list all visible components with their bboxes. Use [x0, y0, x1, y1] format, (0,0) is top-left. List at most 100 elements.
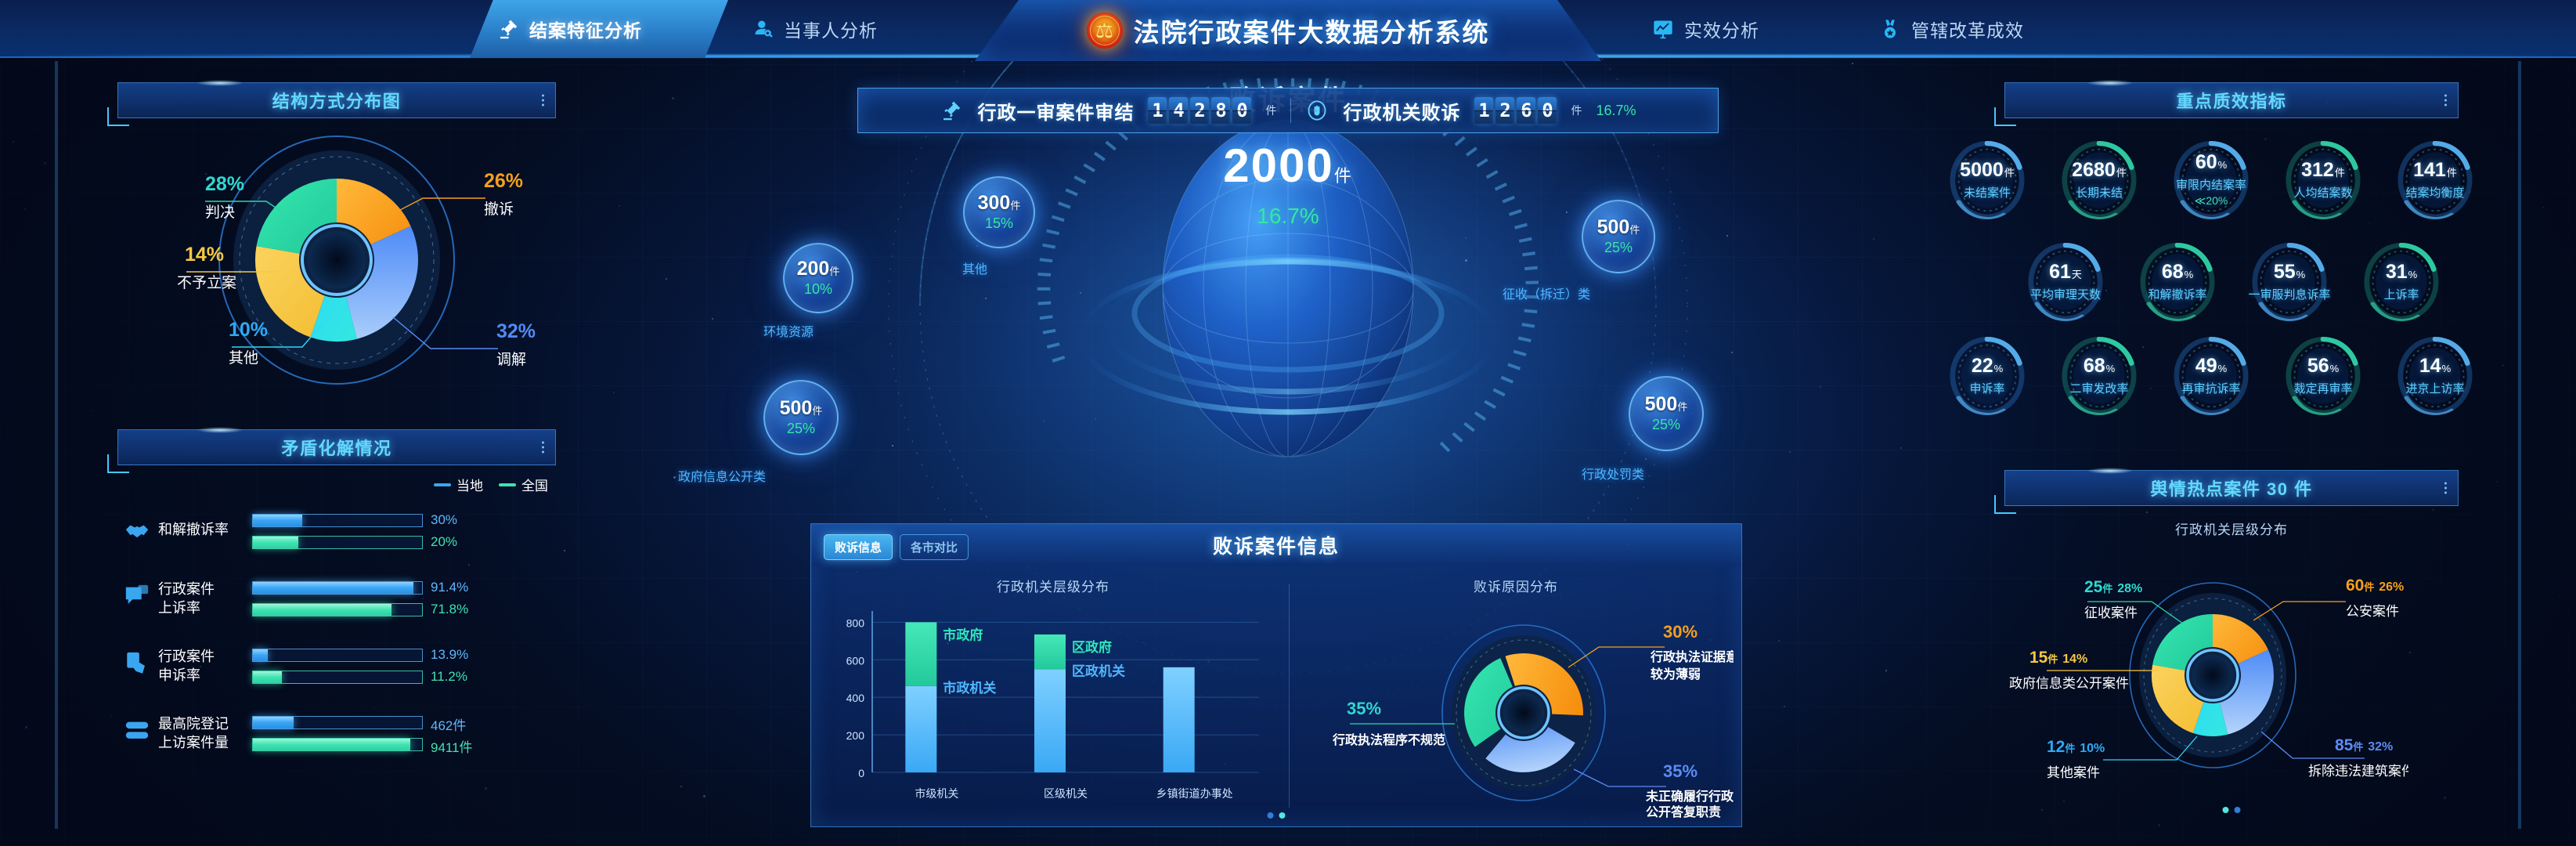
center-panel-pager[interactable]	[1268, 812, 1286, 819]
hotspot-donut-chart: 25件 28% 征收案件 60件 26% 公安案件 15件 14% 政府信息类公…	[1954, 545, 2408, 812]
panel-menu-icon[interactable]	[2444, 483, 2447, 494]
kpi-caption: 上诉率	[2383, 286, 2419, 302]
kpi-card[interactable]: 55% 一审服判息诉率	[2252, 243, 2327, 321]
tab-jiean-tezheng-fenxi[interactable]: 结案特征分析	[470, 0, 728, 58]
kpi-caption: 未结案件	[1964, 184, 2011, 201]
svg-text:区政机关: 区政机关	[1072, 663, 1125, 678]
app-header: 结案特征分析 当事人分析 ⚖ 法院行政案件大数据分析系统 实效分析 管辖改革成效	[0, 0, 2576, 58]
kpi-caption: 二审发改率	[2069, 380, 2128, 396]
hotspot-label-zhengfu: 政府信息类公开案件	[2009, 676, 2129, 691]
structure-label-chesu: 撤诉	[484, 201, 514, 218]
stat1-unit: 件	[1265, 103, 1276, 118]
panel-title: 舆情热点案件 30 件	[2150, 475, 2312, 501]
tab-shixiao-fenxi[interactable]: 实效分析	[1625, 0, 1844, 58]
kpi-value: 14%	[2419, 356, 2451, 376]
panel-structure-distribution: 结构方式分布图	[117, 82, 556, 396]
complaint-hand-icon	[124, 650, 150, 677]
gavel-icon	[496, 17, 520, 41]
svg-text:区政府: 区政府	[1072, 639, 1112, 655]
reason-label-1a: 行政执法证据意识	[1650, 649, 1734, 664]
chart-monitor-icon	[1651, 17, 1675, 41]
svg-text:市政机关: 市政机关	[943, 680, 996, 696]
svg-text:市级机关: 市级机关	[915, 787, 958, 800]
legend-label-local: 当地	[456, 475, 483, 494]
panel-menu-icon[interactable]	[542, 95, 544, 107]
kpi-card[interactable]: 5000件 未结案件	[1950, 141, 2025, 219]
pager-dot[interactable]	[1279, 812, 1286, 819]
hotspot-label-qita: 其他案件	[2047, 765, 2100, 780]
kpi-card[interactable]: 2680件 长期未结	[2062, 141, 2137, 219]
kpi-card[interactable]: 68% 二审发改率	[2062, 337, 2137, 415]
bar-chart-title: 行政机关层级分布	[824, 576, 1283, 595]
digit-cell: 1	[1148, 97, 1167, 124]
kpi-card[interactable]: 49% 再审抗诉率	[2174, 337, 2249, 415]
hotspot-val-zhengfu: 15件 14%	[2029, 649, 2087, 667]
svg-text:200: 200	[846, 729, 865, 742]
structure-label-chesu-pct: 26%	[484, 170, 523, 192]
digit-cell: 2	[1495, 97, 1514, 124]
tab-label: 管辖改革成效	[1911, 16, 2024, 42]
hand-stop-icon	[1305, 99, 1329, 122]
conflict-row-label: 行政案件 上诉率	[158, 580, 215, 618]
svg-text:市政府: 市政府	[943, 627, 983, 642]
structure-label-panjue-pct: 28%	[205, 173, 244, 195]
svg-text:800: 800	[846, 616, 865, 629]
conflict-row-label: 和解撤诉率	[158, 520, 229, 539]
handshake-icon	[124, 519, 150, 545]
tab-dangshiren-fenxi[interactable]: 当事人分析	[724, 0, 959, 58]
gavel-small-icon	[940, 99, 963, 122]
panel-menu-icon[interactable]	[2444, 95, 2447, 107]
legend-swatch-local	[434, 483, 451, 486]
hotspot-pager[interactable]	[2223, 807, 2241, 813]
kpi-subvalue: ≪20%	[2195, 194, 2228, 208]
kpi-card[interactable]: 31% 上诉率	[2364, 243, 2439, 321]
agency-level-bar-chart: 0 200 400 600 800 市政府市政机关市级机关 区政府区政机关区级机关 乡镇街道办…	[824, 602, 1283, 815]
kpi-caption: 和解撤诉率	[2148, 286, 2206, 302]
kpi-value: 312件	[2301, 161, 2345, 180]
registry-book-icon	[124, 718, 150, 744]
kpi-card[interactable]: 56% 裁定再审率	[2286, 337, 2361, 415]
kpi-card[interactable]: 141件 结案均衡度	[2397, 141, 2473, 219]
pie-chart-title: 败诉原因分布	[1298, 576, 1734, 595]
digit-cell: 0	[1538, 97, 1557, 124]
kpi-value: 55%	[2274, 262, 2305, 282]
bar-national	[252, 671, 423, 684]
tab-geshi-duibi[interactable]: 各市对比	[900, 534, 969, 560]
bar-local-value: 462件	[431, 714, 466, 734]
conflict-row: 最高院登记 上访案件量 462件 9411件	[117, 703, 556, 765]
panel-header: 重点质效指标	[2004, 82, 2459, 118]
core-unit: 件	[1334, 166, 1353, 186]
app-title-plate: ⚖ 法院行政案件大数据分析系统	[975, 0, 1601, 61]
kpi-card[interactable]: 22% 申诉率	[1950, 337, 2025, 415]
bar-local	[252, 649, 423, 662]
panel-public-opinion-hotspot: 舆情热点案件 30 件 行政机关层级分布	[2004, 470, 2459, 822]
appeal-speech-icon	[124, 583, 150, 609]
pager-dot[interactable]	[1268, 812, 1274, 819]
kpi-card[interactable]: 68% 和解撤诉率	[2140, 243, 2215, 321]
pager-dot[interactable]	[2223, 807, 2229, 813]
panel-header: 结构方式分布图	[117, 82, 556, 118]
kpi-card[interactable]: 14% 进京上访率	[2397, 337, 2473, 415]
bar-local	[252, 581, 423, 595]
kpi-caption: 再审抗诉率	[2181, 380, 2240, 396]
svg-text:乡镇街道办事处: 乡镇街道办事处	[1156, 787, 1233, 800]
kpi-card[interactable]: 60% 审限内结案率 ≪20%	[2174, 141, 2249, 219]
bar-national-value: 71.8%	[431, 602, 468, 617]
structure-label-panjue: 判决	[205, 204, 235, 221]
digit-cell: 6	[1517, 97, 1535, 124]
kpi-value: 31%	[2386, 262, 2417, 282]
tab-baisu-xinxi[interactable]: 败诉信息	[824, 534, 893, 560]
kpi-value: 56%	[2307, 356, 2339, 376]
pager-dot[interactable]	[2235, 807, 2241, 813]
kpi-card[interactable]: 61天 平均审理天数	[2028, 243, 2103, 321]
conflict-row: 行政案件 申诉率 13.9% 11.2%	[117, 636, 556, 703]
conflict-row: 行政案件 上诉率 91.4% 71.8%	[117, 569, 556, 636]
svg-text:600: 600	[846, 654, 865, 667]
panel-menu-icon[interactable]	[542, 442, 544, 454]
svg-text:400: 400	[846, 692, 865, 704]
hotspot-subtitle: 行政机关层级分布	[2004, 519, 2459, 538]
panel-lost-case-info: 败诉信息 各市对比 败诉案件信息 行政机关层级分布 0 200 400 600 800 市…	[810, 523, 1742, 827]
tab-guanxia-gaige-chengxiao[interactable]: 管辖改革成效	[1852, 0, 2110, 58]
stat2-digits: 1260	[1474, 97, 1557, 124]
kpi-card[interactable]: 312件 人均结案数	[2286, 141, 2361, 219]
